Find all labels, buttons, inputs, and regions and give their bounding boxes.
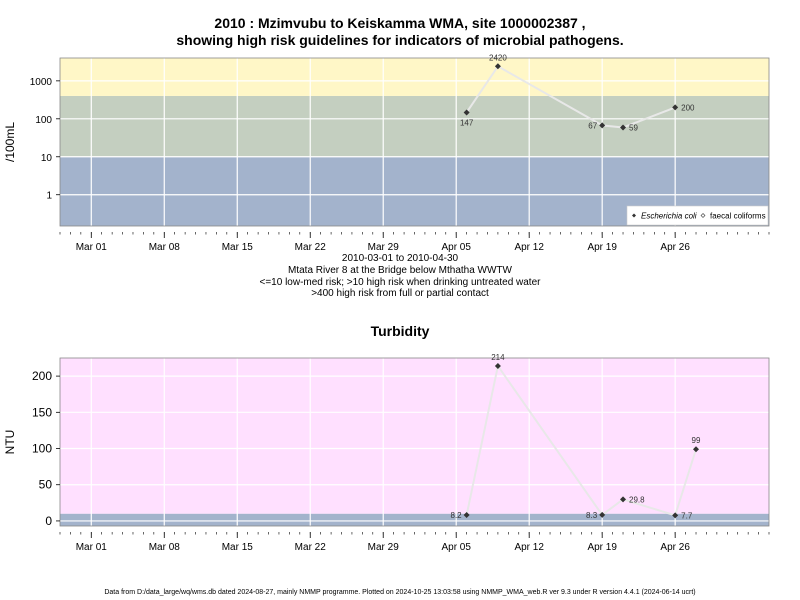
caption-site: Mtata River 8 at the Bridge below Mthath…	[288, 265, 512, 276]
x-tick-label: Mar 01	[76, 542, 108, 553]
data-label: 2420	[489, 53, 507, 62]
turbidity-chart-title: Turbidity	[370, 323, 430, 339]
plot-frame	[59, 357, 770, 527]
x-tick-label: Mar 15	[222, 242, 254, 253]
y-tick-label: 1000	[30, 77, 53, 88]
y-tick-label: 100	[35, 115, 52, 126]
x-tick-label: Apr 19	[587, 542, 617, 553]
x-tick-label: Mar 22	[295, 542, 327, 553]
x-tick-label: Apr 19	[587, 242, 617, 253]
data-point	[463, 511, 470, 518]
y-tick-label: 0	[45, 514, 52, 528]
data-label: 99	[692, 436, 701, 445]
legend-faecal-label: faecal coliforms	[710, 212, 766, 221]
data-point	[620, 496, 627, 503]
legend-box	[626, 205, 769, 226]
x-tick-label: Mar 08	[149, 542, 181, 553]
x-tick-label: Apr 26	[660, 242, 690, 253]
data-point	[620, 124, 627, 131]
x-tick-label: Apr 05	[441, 242, 471, 253]
data-point	[672, 512, 679, 519]
x-tick-label: Mar 29	[368, 542, 400, 553]
caption-date-range: 2010-03-01 to 2010-04-30	[341, 253, 459, 264]
data-point	[599, 511, 606, 518]
data-point	[599, 122, 606, 129]
top-chart-title-line1: 2010 : Mzimvubu to Keiskamma WMA, site 1…	[214, 15, 586, 31]
x-tick-label: Mar 01	[76, 242, 108, 253]
data-label: 29.8	[629, 495, 645, 504]
x-tick-label: Mar 15	[222, 542, 254, 553]
x-tick-label: Apr 26	[660, 542, 690, 553]
x-tick-label: Mar 08	[149, 242, 181, 253]
footer-note: Data from D:/data_large/wq/wms.db dated …	[104, 589, 696, 596]
data-label: 214	[491, 353, 505, 362]
data-label: 8.2	[451, 511, 463, 520]
x-tick-label: Apr 05	[441, 542, 471, 553]
top-chart-title-line2: showing high risk guidelines for indicat…	[176, 32, 624, 48]
data-point	[693, 446, 700, 453]
data-label: 7.7	[681, 511, 693, 520]
legend: Escherichia coli faecal coliforms	[626, 205, 769, 226]
data-label: 8.3	[586, 511, 598, 520]
risk-band-1	[60, 95, 769, 157]
y-tick-label: 100	[32, 442, 52, 456]
series-line	[465, 363, 697, 517]
data-point	[494, 63, 501, 70]
chart-microbial: 1 10 100 1000/100mL Mar 01 Mar 08 Mar 15 Mar 22…	[3, 53, 770, 253]
data-label: 59	[629, 124, 638, 133]
caption-risk-contact: >400 high risk from full or partial cont…	[311, 288, 489, 299]
y-tick-label: 10	[41, 153, 53, 164]
data-label: 67	[588, 121, 597, 130]
y-axis-title: NTU	[3, 430, 17, 455]
data-label: 200	[681, 103, 695, 112]
chart-turbidity: 0 50 100 150 200 NTU Mar 01 Mar 08 Mar 15 Mar 22 M…	[3, 353, 770, 553]
x-tick-label: Apr 12	[514, 542, 544, 553]
legend-faecal-marker	[700, 213, 706, 218]
data-point	[463, 109, 470, 116]
data-label: 147	[460, 118, 474, 127]
y-tick-label: 150	[32, 405, 52, 419]
y-tick-label: 1	[46, 191, 52, 202]
y-tick-label: 50	[39, 478, 53, 492]
legend-ecoli-label: Escherichia coli	[641, 212, 697, 221]
y-tick-label: 200	[32, 369, 52, 383]
caption-risk-drinking: <=10 low-med risk; >10 high risk when dr…	[259, 277, 541, 288]
risk-band-2	[60, 58, 769, 96]
risk-band-1	[60, 358, 769, 514]
data-point	[672, 104, 679, 111]
data-point	[494, 362, 501, 369]
y-axis-title: /100mL	[3, 122, 17, 162]
x-tick-label: Mar 29	[368, 242, 400, 253]
x-tick-label: Mar 22	[295, 242, 327, 253]
x-tick-label: Apr 12	[514, 242, 544, 253]
legend-ecoli-marker	[632, 213, 636, 218]
plot-frame	[59, 57, 770, 227]
risk-band-0	[60, 513, 769, 526]
